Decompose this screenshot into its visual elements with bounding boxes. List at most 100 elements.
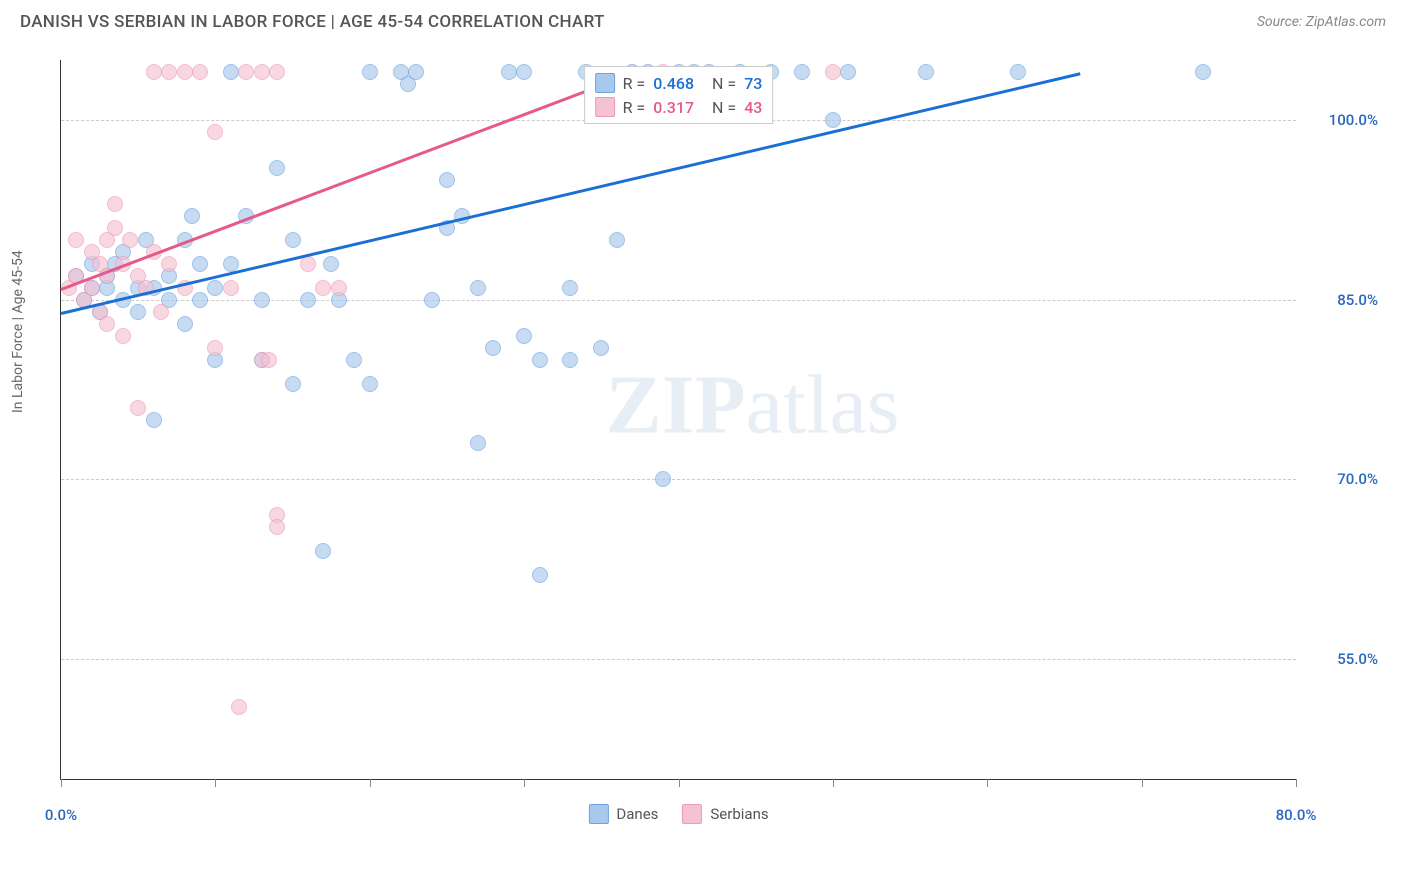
scatter-point [562,352,578,368]
x-tick [370,779,371,787]
x-tick-label: 0.0% [45,806,77,824]
scatter-point [424,292,440,308]
y-tick-label: 85.0% [1308,291,1378,309]
scatter-point [261,352,277,368]
scatter-point [84,280,100,296]
legend-swatch [682,804,702,824]
scatter-point [516,64,532,80]
scatter-point [146,412,162,428]
correlation-legend: R = 0.468 N = 73 R = 0.317 N = 43 [584,66,774,124]
gridline [61,659,1296,660]
scatter-point [177,316,193,332]
y-tick-label: 70.0% [1308,470,1378,488]
scatter-point [68,232,84,248]
legend-swatch [588,804,608,824]
scatter-point [153,304,169,320]
legend-r-label: R = [623,98,646,117]
scatter-point [207,280,223,296]
watermark: ZIPatlas [606,357,900,454]
scatter-point [362,64,378,80]
scatter-point [269,64,285,80]
gridline [61,479,1296,480]
x-tick [679,779,680,787]
scatter-point [825,64,841,80]
series-legend: Danes Serbians [588,804,768,824]
x-tick [1296,779,1297,787]
scatter-point [1010,64,1026,80]
legend-n-value: 43 [744,98,762,117]
scatter-point [323,256,339,272]
scatter-point [532,567,548,583]
scatter-point [315,280,331,296]
scatter-point [285,376,301,392]
scatter-point [918,64,934,80]
x-tick [61,779,62,787]
scatter-point [122,232,138,248]
x-tick [215,779,216,787]
scatter-point [485,340,501,356]
scatter-point [840,64,856,80]
scatter-point [1195,64,1211,80]
x-tick [524,779,525,787]
scatter-point [300,256,316,272]
scatter-point [207,340,223,356]
scatter-point [192,292,208,308]
scatter-point [184,208,200,224]
scatter-point [130,400,146,416]
chart-title: DANISH VS SERBIAN IN LABOR FORCE | AGE 4… [20,12,605,32]
legend-n-label: N = [712,98,736,117]
legend-row: R = 0.317 N = 43 [595,95,763,119]
scatter-point [408,64,424,80]
x-tick [833,779,834,787]
scatter-point [130,304,146,320]
scatter-point [269,160,285,176]
scatter-point [238,64,254,80]
scatter-point [794,64,810,80]
legend-swatch [595,97,615,117]
scatter-point [231,699,247,715]
scatter-point [562,280,578,296]
scatter-point [439,172,455,188]
legend-r-value: 0.468 [653,74,694,93]
plot-area: ZIPatlas 55.0%70.0%85.0%100.0%0.0%80.0%R… [60,60,1296,780]
scatter-point [146,64,162,80]
y-tick-label: 55.0% [1308,650,1378,668]
scatter-point [501,64,517,80]
scatter-point [300,292,316,308]
x-tick-label: 80.0% [1276,806,1317,824]
scatter-point [285,232,301,248]
series-name: Serbians [710,805,768,823]
scatter-point [207,124,223,140]
trend-line [61,72,1080,314]
series-name: Danes [616,805,658,823]
scatter-point [532,352,548,368]
scatter-point [362,376,378,392]
x-tick [987,779,988,787]
scatter-point [115,328,131,344]
scatter-point [107,220,123,236]
legend-n-value: 73 [744,74,762,93]
legend-r-label: R = [623,74,646,93]
scatter-point [825,112,841,128]
chart-source: Source: ZipAtlas.com [1257,14,1386,30]
series-legend-item: Danes [588,804,658,824]
scatter-point [315,543,331,559]
series-legend-item: Serbians [682,804,768,824]
scatter-point [223,256,239,272]
scatter-point [223,280,239,296]
legend-r-value: 0.317 [653,98,694,117]
scatter-point [223,64,239,80]
scatter-point [192,256,208,272]
scatter-point [609,232,625,248]
scatter-point [269,519,285,535]
scatter-point [516,328,532,344]
y-axis-label: In Labor Force | Age 45-54 [10,250,26,413]
legend-swatch [595,73,615,93]
scatter-point [192,64,208,80]
scatter-point [107,196,123,212]
legend-n-label: N = [712,74,736,93]
scatter-point [161,64,177,80]
scatter-point [254,64,270,80]
scatter-point [254,292,270,308]
scatter-point [655,471,671,487]
